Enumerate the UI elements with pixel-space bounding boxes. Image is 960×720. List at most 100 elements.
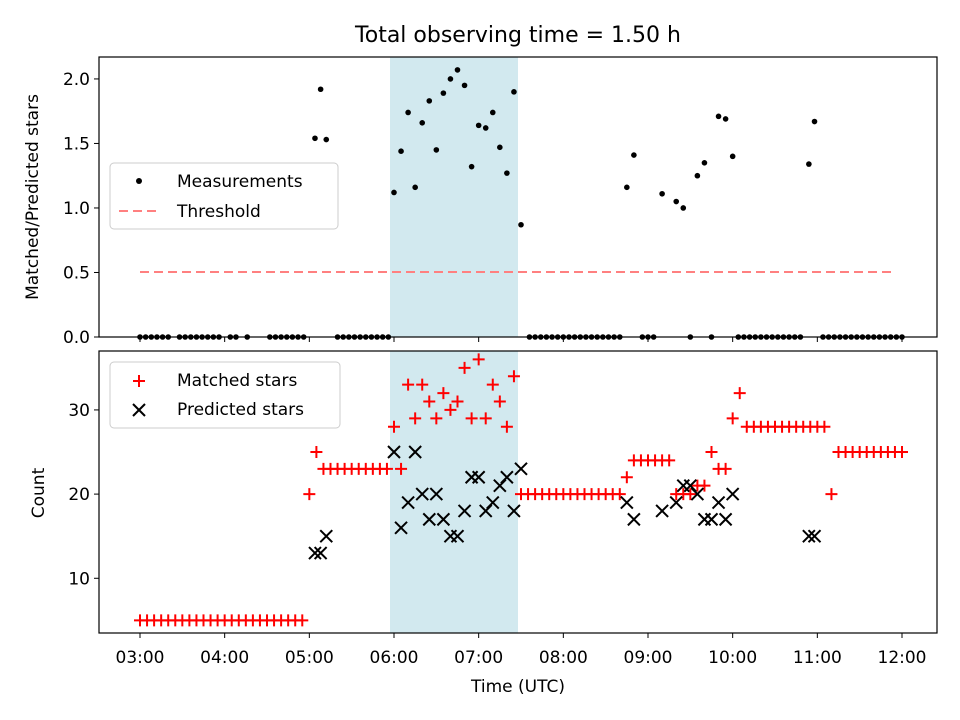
predicted-stars-point bbox=[436, 512, 451, 527]
predicted-stars-point bbox=[422, 512, 436, 527]
measurements-point bbox=[701, 160, 708, 166]
measurements-point bbox=[412, 184, 418, 191]
matched-stars-point bbox=[380, 462, 393, 475]
measurements-point bbox=[475, 122, 482, 129]
measurements-point bbox=[482, 125, 489, 131]
legend-measurements-marker bbox=[136, 178, 142, 184]
ratio-panel: 0.00.51.01.52.0 Matched/Predicted stars … bbox=[23, 56, 938, 348]
predicted-stars-point bbox=[514, 462, 528, 476]
legend-predicted-marker bbox=[132, 403, 146, 417]
matched-stars-point bbox=[719, 462, 732, 475]
predicted-stars-point bbox=[620, 495, 634, 510]
matched-stars-point bbox=[458, 361, 471, 374]
predicted-stars-point bbox=[308, 546, 322, 560]
measurements-point bbox=[391, 189, 397, 196]
matched-stars-point bbox=[479, 412, 492, 425]
measurements-point bbox=[511, 89, 517, 95]
predicted-stars-point bbox=[408, 445, 422, 459]
matched-stars-point bbox=[507, 370, 520, 383]
matched-stars-point bbox=[493, 395, 506, 408]
matched-stars-point bbox=[825, 488, 838, 501]
matched-stars-point bbox=[486, 378, 499, 391]
y-tick-label: 2.0 bbox=[63, 70, 90, 90]
matched-stars-point bbox=[444, 403, 457, 416]
predicted-stars-point bbox=[669, 495, 683, 510]
matched-stars-point bbox=[395, 462, 408, 475]
x-tick-label: 05:00 bbox=[285, 648, 334, 668]
measurements-point bbox=[323, 136, 330, 143]
measurements-point bbox=[680, 205, 687, 211]
matched-stars-point bbox=[388, 420, 400, 433]
legend-measurements-label: Measurements bbox=[177, 172, 303, 192]
predicted-stars-point bbox=[415, 487, 429, 501]
matched-stars-point bbox=[423, 395, 436, 408]
matched-stars-point bbox=[698, 479, 711, 492]
measurements-point bbox=[317, 86, 324, 93]
predicted-stars-point bbox=[627, 512, 641, 527]
x-axis-label: Time (UTC) bbox=[470, 677, 565, 697]
measurements-point bbox=[811, 118, 818, 125]
y-tick-label: 0.0 bbox=[63, 328, 90, 348]
y-tick-label: 10 bbox=[68, 569, 90, 589]
count-y-axis: 10 20 30 bbox=[68, 401, 99, 589]
count-axes-frame bbox=[98, 350, 938, 634]
y-tick-label: 30 bbox=[68, 401, 90, 421]
matched-stars-point bbox=[296, 614, 309, 627]
legend-matched-marker bbox=[133, 375, 145, 387]
ratio-axes-frame bbox=[98, 56, 938, 338]
predicted-stars-point bbox=[507, 504, 521, 518]
matched-stars-point bbox=[451, 395, 464, 408]
x-tick-label: 07:00 bbox=[454, 648, 503, 668]
y-tick-label: 20 bbox=[68, 485, 90, 505]
measurements-point bbox=[673, 198, 680, 205]
matched-stars-point bbox=[402, 378, 415, 391]
matched-stars-point bbox=[472, 353, 485, 366]
measurements-point bbox=[312, 135, 318, 142]
measurements-point bbox=[624, 184, 630, 191]
matched-stars-point bbox=[430, 412, 443, 425]
matched-stars-point bbox=[684, 488, 697, 501]
measurements-point bbox=[518, 221, 524, 228]
measurements-point bbox=[454, 67, 461, 73]
x-tick-label: 06:00 bbox=[370, 648, 419, 668]
x-tick-label: 10:00 bbox=[708, 648, 757, 668]
predicted-stars-point bbox=[401, 495, 415, 510]
ratio-x-ticks bbox=[139, 337, 903, 342]
measurements-point bbox=[398, 148, 404, 154]
measurements-point bbox=[426, 98, 433, 104]
matched-stars-point bbox=[416, 378, 429, 391]
predicted-stars-point bbox=[704, 512, 719, 527]
count-x-axis: 03:00 04:00 05:00 06:00 07:00 08:00 09:00 10:00… bbox=[116, 633, 927, 668]
measurements-point bbox=[631, 152, 637, 158]
ratio-legend: Measurements Threshold bbox=[109, 162, 339, 230]
measurements-point bbox=[659, 190, 665, 197]
matched-stars-point bbox=[818, 420, 831, 433]
ratio-highlight-span bbox=[390, 57, 518, 337]
matched-stars-point bbox=[613, 488, 626, 501]
measurements-point bbox=[497, 144, 503, 151]
measurements-point bbox=[433, 147, 440, 153]
matched-stars-point bbox=[465, 412, 478, 425]
predicted-stars-point bbox=[690, 487, 705, 501]
x-tick-label: 12:00 bbox=[878, 648, 927, 668]
predicted-stars-point bbox=[725, 487, 740, 501]
matched-stars-point bbox=[303, 488, 316, 501]
x-tick-label: 04:00 bbox=[200, 648, 249, 668]
measurements-point bbox=[722, 116, 729, 122]
measurements-point bbox=[461, 82, 468, 89]
predicted-stars-point bbox=[471, 470, 486, 484]
legend-predicted-label: Predicted stars bbox=[177, 400, 304, 420]
predicted-stars-point bbox=[486, 495, 500, 510]
matched-stars-point bbox=[726, 412, 739, 425]
x-tick-label: 03:00 bbox=[116, 648, 165, 668]
predicted-stars-point bbox=[394, 521, 408, 535]
x-tick-label: 09:00 bbox=[624, 648, 673, 668]
count-points bbox=[134, 353, 908, 627]
measurements-point bbox=[504, 170, 510, 176]
matched-stars-point bbox=[896, 446, 908, 459]
measurements-point bbox=[806, 161, 812, 167]
chart-title: Total observing time = 1.50 h bbox=[354, 23, 681, 48]
predicted-stars-point bbox=[319, 529, 333, 543]
measurements-point bbox=[715, 113, 722, 120]
